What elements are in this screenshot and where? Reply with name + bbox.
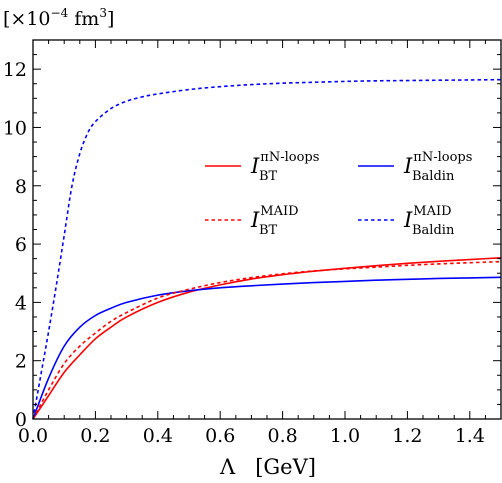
legend-sub-bt-maid: BT <box>259 223 278 238</box>
legend-sub-baldin-loops: Baldin <box>412 169 455 184</box>
legend-label-baldin-loops: IπN-loops <box>403 150 472 178</box>
series-bt-maid <box>32 260 502 420</box>
series-baldin-maid <box>32 78 502 420</box>
y-tick-label: 2 <box>15 351 27 373</box>
legend-entry-baldin-maid: IMAID Baldin <box>358 204 455 238</box>
y-tick-label: 10 <box>3 117 27 139</box>
y-axis-label: [×10−4 fm3] <box>3 6 114 30</box>
legend-entry-baldin-loops: IπN-loops Baldin <box>358 150 472 184</box>
legend: IπN-loops BT IπN-loops Baldin IMAID BT I… <box>205 150 472 238</box>
legend-label-baldin-maid: IMAID <box>403 204 452 232</box>
legend-label-bt-loops: IπN-loops <box>250 150 319 178</box>
x-tick-label: 1.2 <box>392 425 422 447</box>
y-tick-label: 4 <box>15 292 27 314</box>
legend-label-bt-maid: IMAID <box>250 204 299 232</box>
series-bt-loops <box>32 256 502 420</box>
x-tick-label: 1.0 <box>330 425 360 447</box>
series-layer <box>32 78 502 420</box>
x-tick-label: 0.4 <box>143 425 173 447</box>
y-tick-label: 0 <box>15 409 27 431</box>
x-tick-label: 0.6 <box>205 425 235 447</box>
y-tick-label: 12 <box>3 59 27 81</box>
legend-sub-bt-loops: BT <box>259 169 278 184</box>
legend-sub-baldin-maid: Baldin <box>412 223 455 238</box>
x-tick-label: 0.8 <box>267 425 297 447</box>
x-tick-label: 0.0 <box>18 425 48 447</box>
x-tick-label: 0.2 <box>80 425 110 447</box>
ticks-layer: 0.0 0.2 0.4 0.6 0.8 1.0 1.2 1.4 0 2 4 6 8 10 12 <box>3 39 502 447</box>
x-tick-label: 1.4 <box>455 425 485 447</box>
y-tick-label: 8 <box>15 176 27 198</box>
legend-entry-bt-loops: IπN-loops BT <box>205 150 319 184</box>
x-axis-label: Λ [GeV] <box>219 455 316 479</box>
legend-entry-bt-maid: IMAID BT <box>205 204 299 238</box>
series-baldin-loops <box>32 276 502 420</box>
y-tick-label: 6 <box>15 234 27 256</box>
